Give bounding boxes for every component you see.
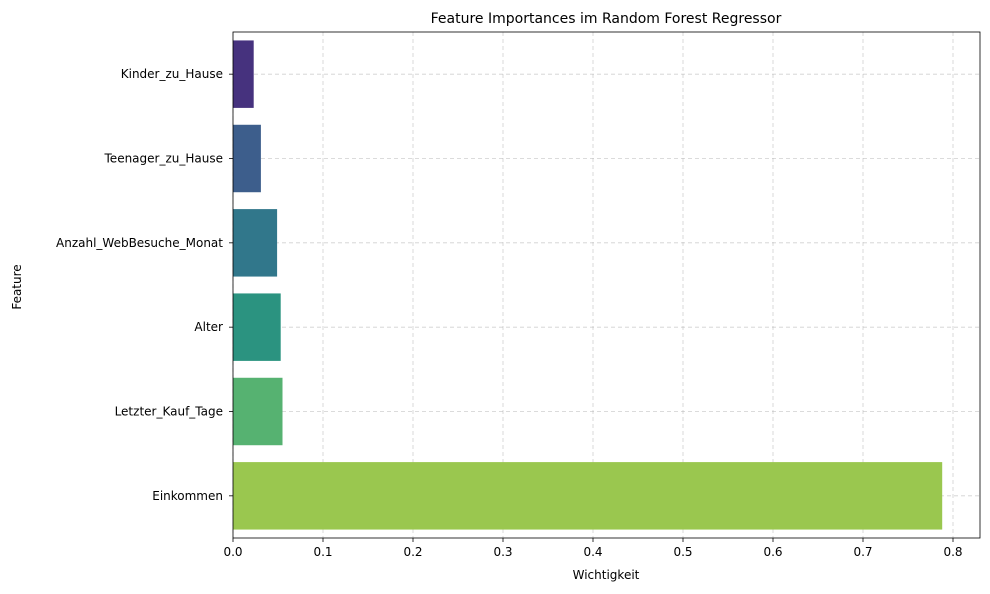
plot-frame: [232, 31, 981, 539]
axis-layer: 0.0 0.1 0.2 0.3 0.4 0.5 0.6 0.7 0.8 Kinder_zu_Hau…: [56, 31, 981, 559]
x-axis-label: Wichtigkeit: [573, 568, 640, 582]
x-tick-label: 0.3: [493, 545, 512, 559]
x-tick-label: 0.4: [583, 545, 602, 559]
y-axis-label: Feature: [10, 264, 24, 309]
x-tick-label: 0.7: [853, 545, 872, 559]
bar-anzahl-webbesuche-monat: [233, 209, 278, 277]
x-tick-label: 0.6: [763, 545, 782, 559]
y-tick-label: Anzahl_WebBesuche_Monat: [56, 236, 223, 250]
bar-einkommen: [233, 462, 943, 530]
bar-kinder-zu-hause: [233, 40, 254, 108]
x-tick-label: 0.0: [223, 545, 242, 559]
x-tick-label: 0.1: [313, 545, 332, 559]
bar-letzter-kauf-tage: [233, 377, 283, 446]
y-tick-label: Kinder_zu_Hause: [121, 67, 223, 81]
y-tick-label: Einkommen: [152, 489, 223, 503]
y-tick-label: Teenager_zu_Hause: [104, 152, 223, 166]
y-tick-label: Alter: [194, 320, 223, 334]
bar-layer: [233, 40, 943, 530]
x-tick-label: 0.5: [673, 545, 692, 559]
bar-alter: [233, 293, 281, 361]
x-tick-label: 0.8: [943, 545, 962, 559]
x-tick-label: 0.2: [403, 545, 422, 559]
bar-teenager-zu-hause: [233, 124, 261, 193]
y-tick-label: Letzter_Kauf_Tage: [115, 405, 223, 419]
chart-title: Feature Importances im Random Forest Reg…: [431, 11, 782, 27]
